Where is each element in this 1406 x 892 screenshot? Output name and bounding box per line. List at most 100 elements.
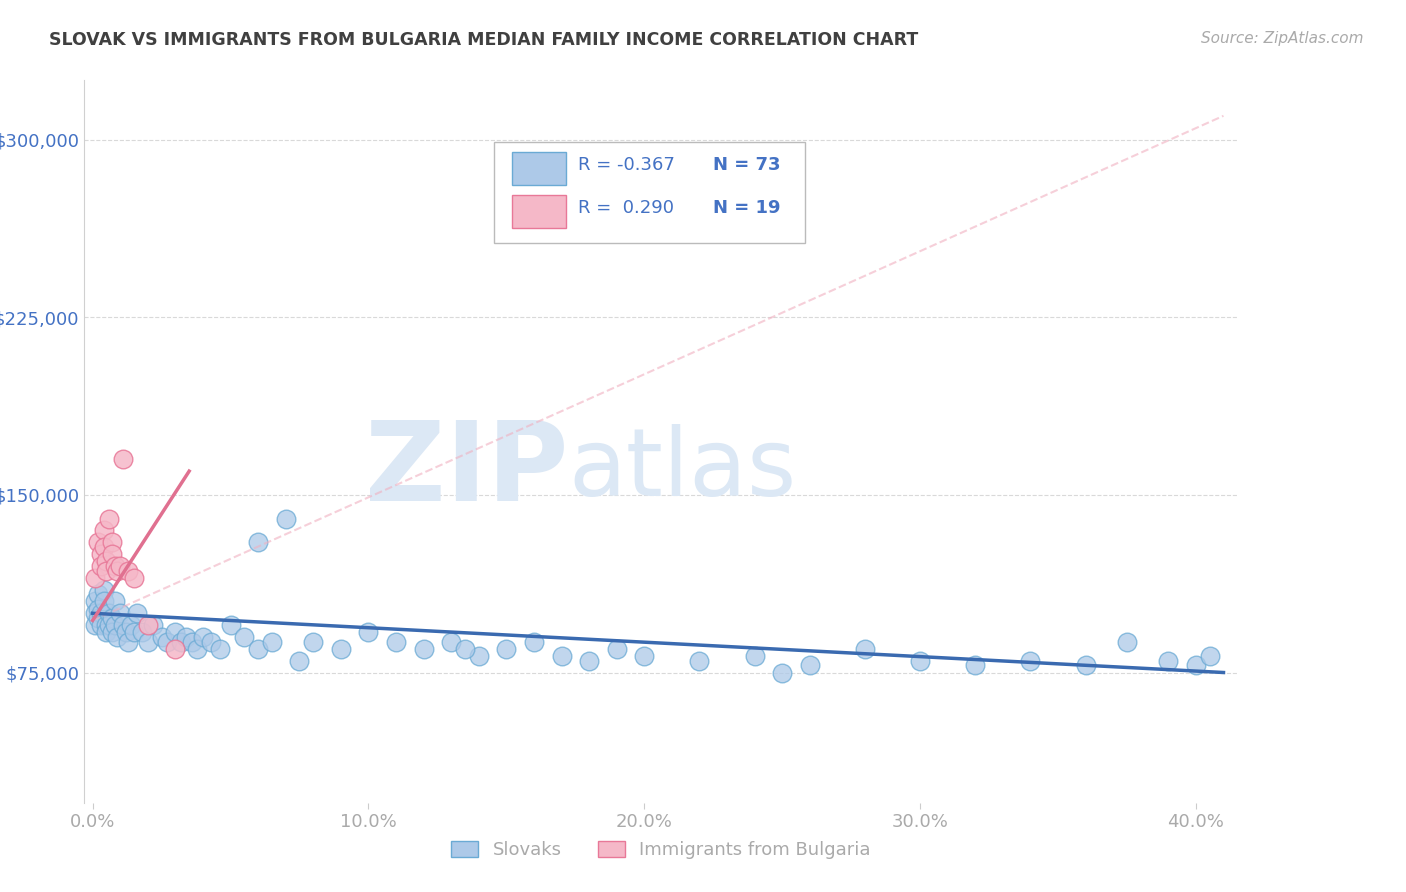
Text: atlas: atlas	[568, 425, 797, 516]
Point	[96, 625, 118, 640]
Point	[247, 641, 270, 656]
Text: Source: ZipAtlas.com: Source: ZipAtlas.com	[1201, 31, 1364, 46]
Point	[122, 571, 145, 585]
Point	[84, 607, 107, 621]
Point	[87, 601, 110, 615]
Point	[247, 535, 270, 549]
Point	[117, 564, 139, 578]
Point	[176, 630, 198, 644]
Point	[101, 535, 124, 549]
Legend: Slovaks, Immigrants from Bulgaria: Slovaks, Immigrants from Bulgaria	[444, 833, 877, 866]
Point	[357, 625, 380, 640]
Point	[131, 625, 153, 640]
Point	[125, 607, 148, 621]
Point	[908, 654, 931, 668]
Point	[101, 547, 124, 561]
Point	[107, 630, 129, 644]
Point	[120, 618, 142, 632]
Point	[87, 587, 110, 601]
Point	[101, 625, 124, 640]
Point	[90, 607, 112, 621]
Point	[104, 618, 127, 632]
Point	[191, 630, 214, 644]
Point	[165, 641, 187, 656]
Point	[1157, 654, 1180, 668]
Point	[288, 654, 311, 668]
Point	[96, 618, 118, 632]
Point	[93, 594, 115, 608]
Point	[578, 654, 600, 668]
Point	[385, 634, 408, 648]
Point	[96, 564, 118, 578]
Point	[136, 618, 159, 632]
Point	[98, 511, 121, 525]
Point	[219, 618, 242, 632]
Point	[110, 558, 132, 573]
FancyBboxPatch shape	[512, 152, 567, 185]
Point	[122, 625, 145, 640]
Point	[260, 634, 283, 648]
Point	[84, 571, 107, 585]
Point	[104, 558, 127, 573]
Point	[302, 634, 325, 648]
Text: R =  0.290: R = 0.290	[578, 199, 673, 217]
Point	[233, 630, 256, 644]
Point	[111, 452, 134, 467]
Point	[274, 511, 297, 525]
Point	[150, 630, 173, 644]
Point	[329, 641, 352, 656]
Point	[101, 611, 124, 625]
Point	[110, 607, 132, 621]
Point	[523, 634, 546, 648]
Point	[96, 554, 118, 568]
Text: N = 19: N = 19	[713, 199, 780, 217]
Point	[468, 648, 491, 663]
Point	[111, 618, 134, 632]
Point	[90, 558, 112, 573]
Point	[170, 634, 193, 648]
Point	[156, 634, 179, 648]
Point	[142, 618, 165, 632]
Point	[136, 634, 159, 648]
Point	[107, 564, 129, 578]
Point	[87, 535, 110, 549]
Point	[1019, 654, 1042, 668]
Text: ZIP: ZIP	[366, 417, 568, 524]
Point	[98, 618, 121, 632]
Text: R = -0.367: R = -0.367	[578, 156, 675, 174]
FancyBboxPatch shape	[512, 195, 567, 228]
Point	[93, 524, 115, 538]
Point	[688, 654, 710, 668]
Point	[1198, 648, 1220, 663]
Point	[186, 641, 208, 656]
Point	[104, 594, 127, 608]
Point	[606, 641, 628, 656]
Point	[90, 618, 112, 632]
Point	[117, 634, 139, 648]
Point	[412, 641, 434, 656]
Point	[744, 648, 766, 663]
Point	[1074, 658, 1097, 673]
Point	[93, 582, 115, 597]
Point	[633, 648, 655, 663]
Point	[84, 594, 107, 608]
Point	[200, 634, 222, 648]
Point	[165, 625, 187, 640]
Point	[550, 648, 572, 663]
Point	[770, 665, 793, 680]
Point	[965, 658, 987, 673]
Point	[1185, 658, 1208, 673]
Point	[208, 641, 231, 656]
FancyBboxPatch shape	[494, 142, 806, 243]
Point	[853, 641, 876, 656]
Point	[1116, 634, 1139, 648]
Point	[93, 540, 115, 554]
Point	[87, 611, 110, 625]
Point	[454, 641, 477, 656]
Text: N = 73: N = 73	[713, 156, 780, 174]
Point	[440, 634, 463, 648]
Point	[181, 634, 204, 648]
Point	[84, 618, 107, 632]
Point	[98, 607, 121, 621]
Point	[495, 641, 517, 656]
